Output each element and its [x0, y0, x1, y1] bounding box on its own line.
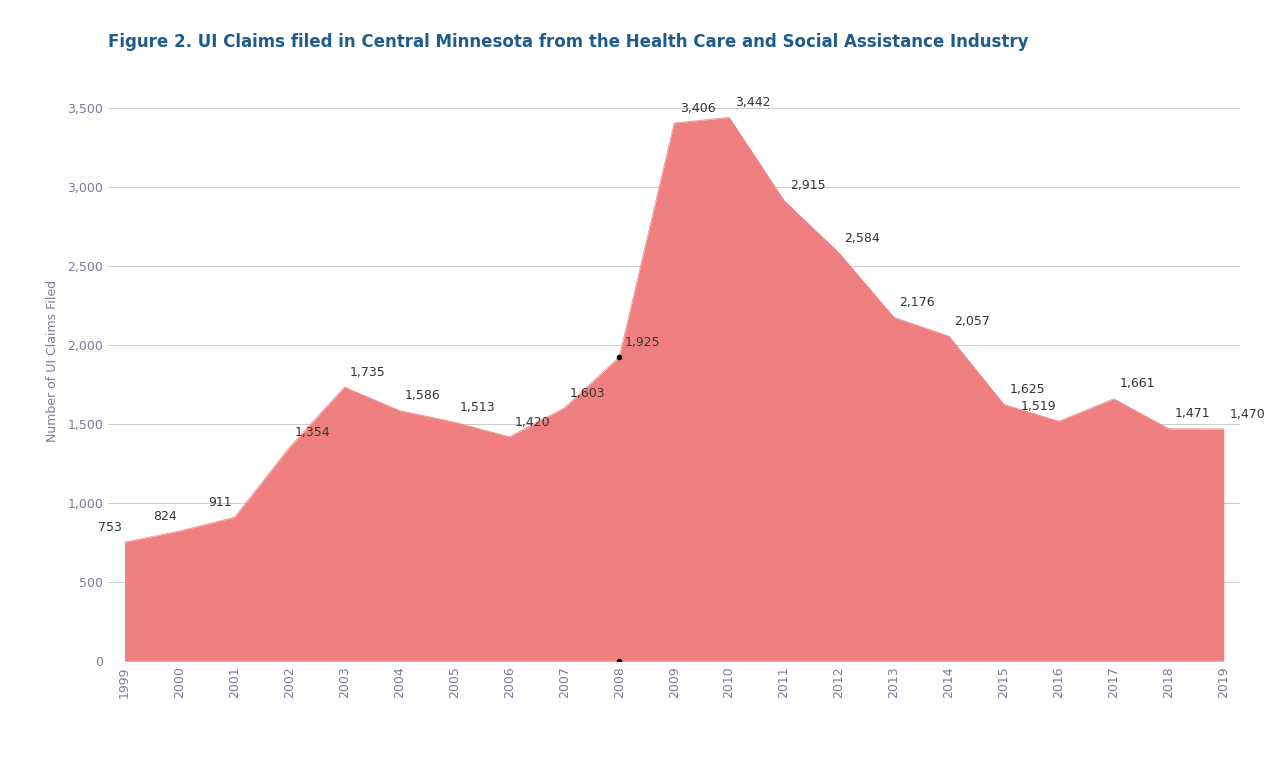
- Y-axis label: Number of UI Claims Filed: Number of UI Claims Filed: [46, 280, 59, 442]
- Text: 1,470: 1,470: [1229, 407, 1266, 420]
- Text: 1,735: 1,735: [350, 366, 385, 378]
- Text: 1,519: 1,519: [1020, 400, 1056, 413]
- Text: 1,471: 1,471: [1174, 407, 1210, 420]
- Text: 3,442: 3,442: [735, 96, 770, 109]
- Text: 1,586: 1,586: [404, 389, 440, 402]
- Text: 1,625: 1,625: [1010, 383, 1046, 396]
- Text: 824: 824: [153, 510, 177, 523]
- Text: 911: 911: [209, 496, 232, 509]
- Text: 1,661: 1,661: [1119, 378, 1155, 391]
- Text: 1,420: 1,420: [515, 416, 551, 429]
- Text: 1,354: 1,354: [295, 426, 331, 439]
- Text: 1,603: 1,603: [570, 387, 605, 400]
- Text: 3,406: 3,406: [679, 102, 715, 115]
- Text: 2,057: 2,057: [954, 315, 991, 328]
- Text: 753: 753: [98, 521, 122, 534]
- Text: 1,925: 1,925: [625, 336, 660, 349]
- Text: Figure 2. UI Claims filed in Central Minnesota from the Health Care and Social A: Figure 2. UI Claims filed in Central Min…: [108, 33, 1029, 51]
- Text: 2,584: 2,584: [845, 232, 880, 245]
- Text: 1,513: 1,513: [460, 401, 496, 413]
- Text: 2,176: 2,176: [899, 296, 935, 309]
- Text: 2,915: 2,915: [790, 179, 826, 192]
